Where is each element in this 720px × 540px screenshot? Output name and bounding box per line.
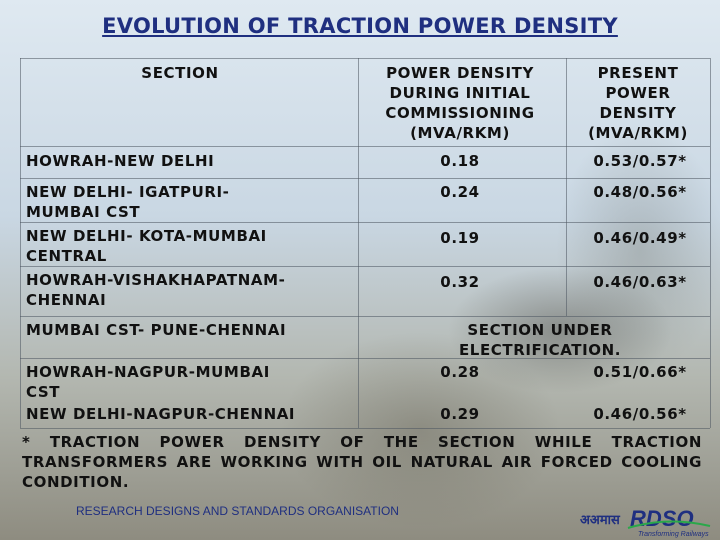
organisation-name: RESEARCH DESIGNS AND STANDARDS ORGANISAT… [76,504,399,518]
row-5-present: 0.51/0.66* [593,363,687,381]
row-0-initial: 0.18 [440,152,480,170]
header-section: SECTION [141,64,219,82]
row-3-section: HOWRAH-VISHAKHAPATNAM- CHENNAI [26,271,286,309]
header-initial-power-density: POWER DENSITY DURING INITIAL COMMISSIONING… [385,64,535,142]
row-3-initial: 0.32 [440,273,480,291]
row-6-initial: 0.29 [440,405,480,423]
row-2-present: 0.46/0.49* [593,229,687,247]
row-1-initial: 0.24 [440,183,480,201]
row-1-section: NEW DELHI- IGATPURI- MUMBAI CST [26,183,230,221]
row-4-section: MUMBAI CST- PUNE-CHENNAI [26,321,287,339]
svg-text:अअमास: अअमास [580,512,621,527]
row-2-section: NEW DELHI- KOTA-MUMBAI CENTRAL [26,227,267,265]
page-title: EVOLUTION OF TRACTION POWER DENSITY [102,14,618,38]
row-5-section: HOWRAH-NAGPUR-MUMBAI CST [26,363,270,401]
row-3-present: 0.46/0.63* [593,273,687,291]
row-6-section: NEW DELHI-NAGPUR-CHENNAI [26,405,296,423]
row-0-section: HOWRAH-NEW DELHI [26,152,215,170]
row-6-present: 0.46/0.56* [593,405,687,423]
row-5-initial: 0.28 [440,363,480,381]
row-2-initial: 0.19 [440,229,480,247]
footnote: * TRACTION POWER DENSITY OF THE SECTION … [22,433,702,491]
row-0-present: 0.53/0.57* [593,152,687,170]
rdso-logo: अअमास RDSO Transforming Railways [580,506,711,538]
svg-text:Transforming Railways: Transforming Railways [638,531,709,538]
row-1-present: 0.48/0.56* [593,183,687,201]
header-present-power-density: PRESENT POWER DENSITY (MVA/RKM) [588,64,688,142]
row-4-under-electrification: SECTION UNDER ELECTRIFICATION. [458,321,622,359]
svg-text:RDSO: RDSO [630,506,694,531]
